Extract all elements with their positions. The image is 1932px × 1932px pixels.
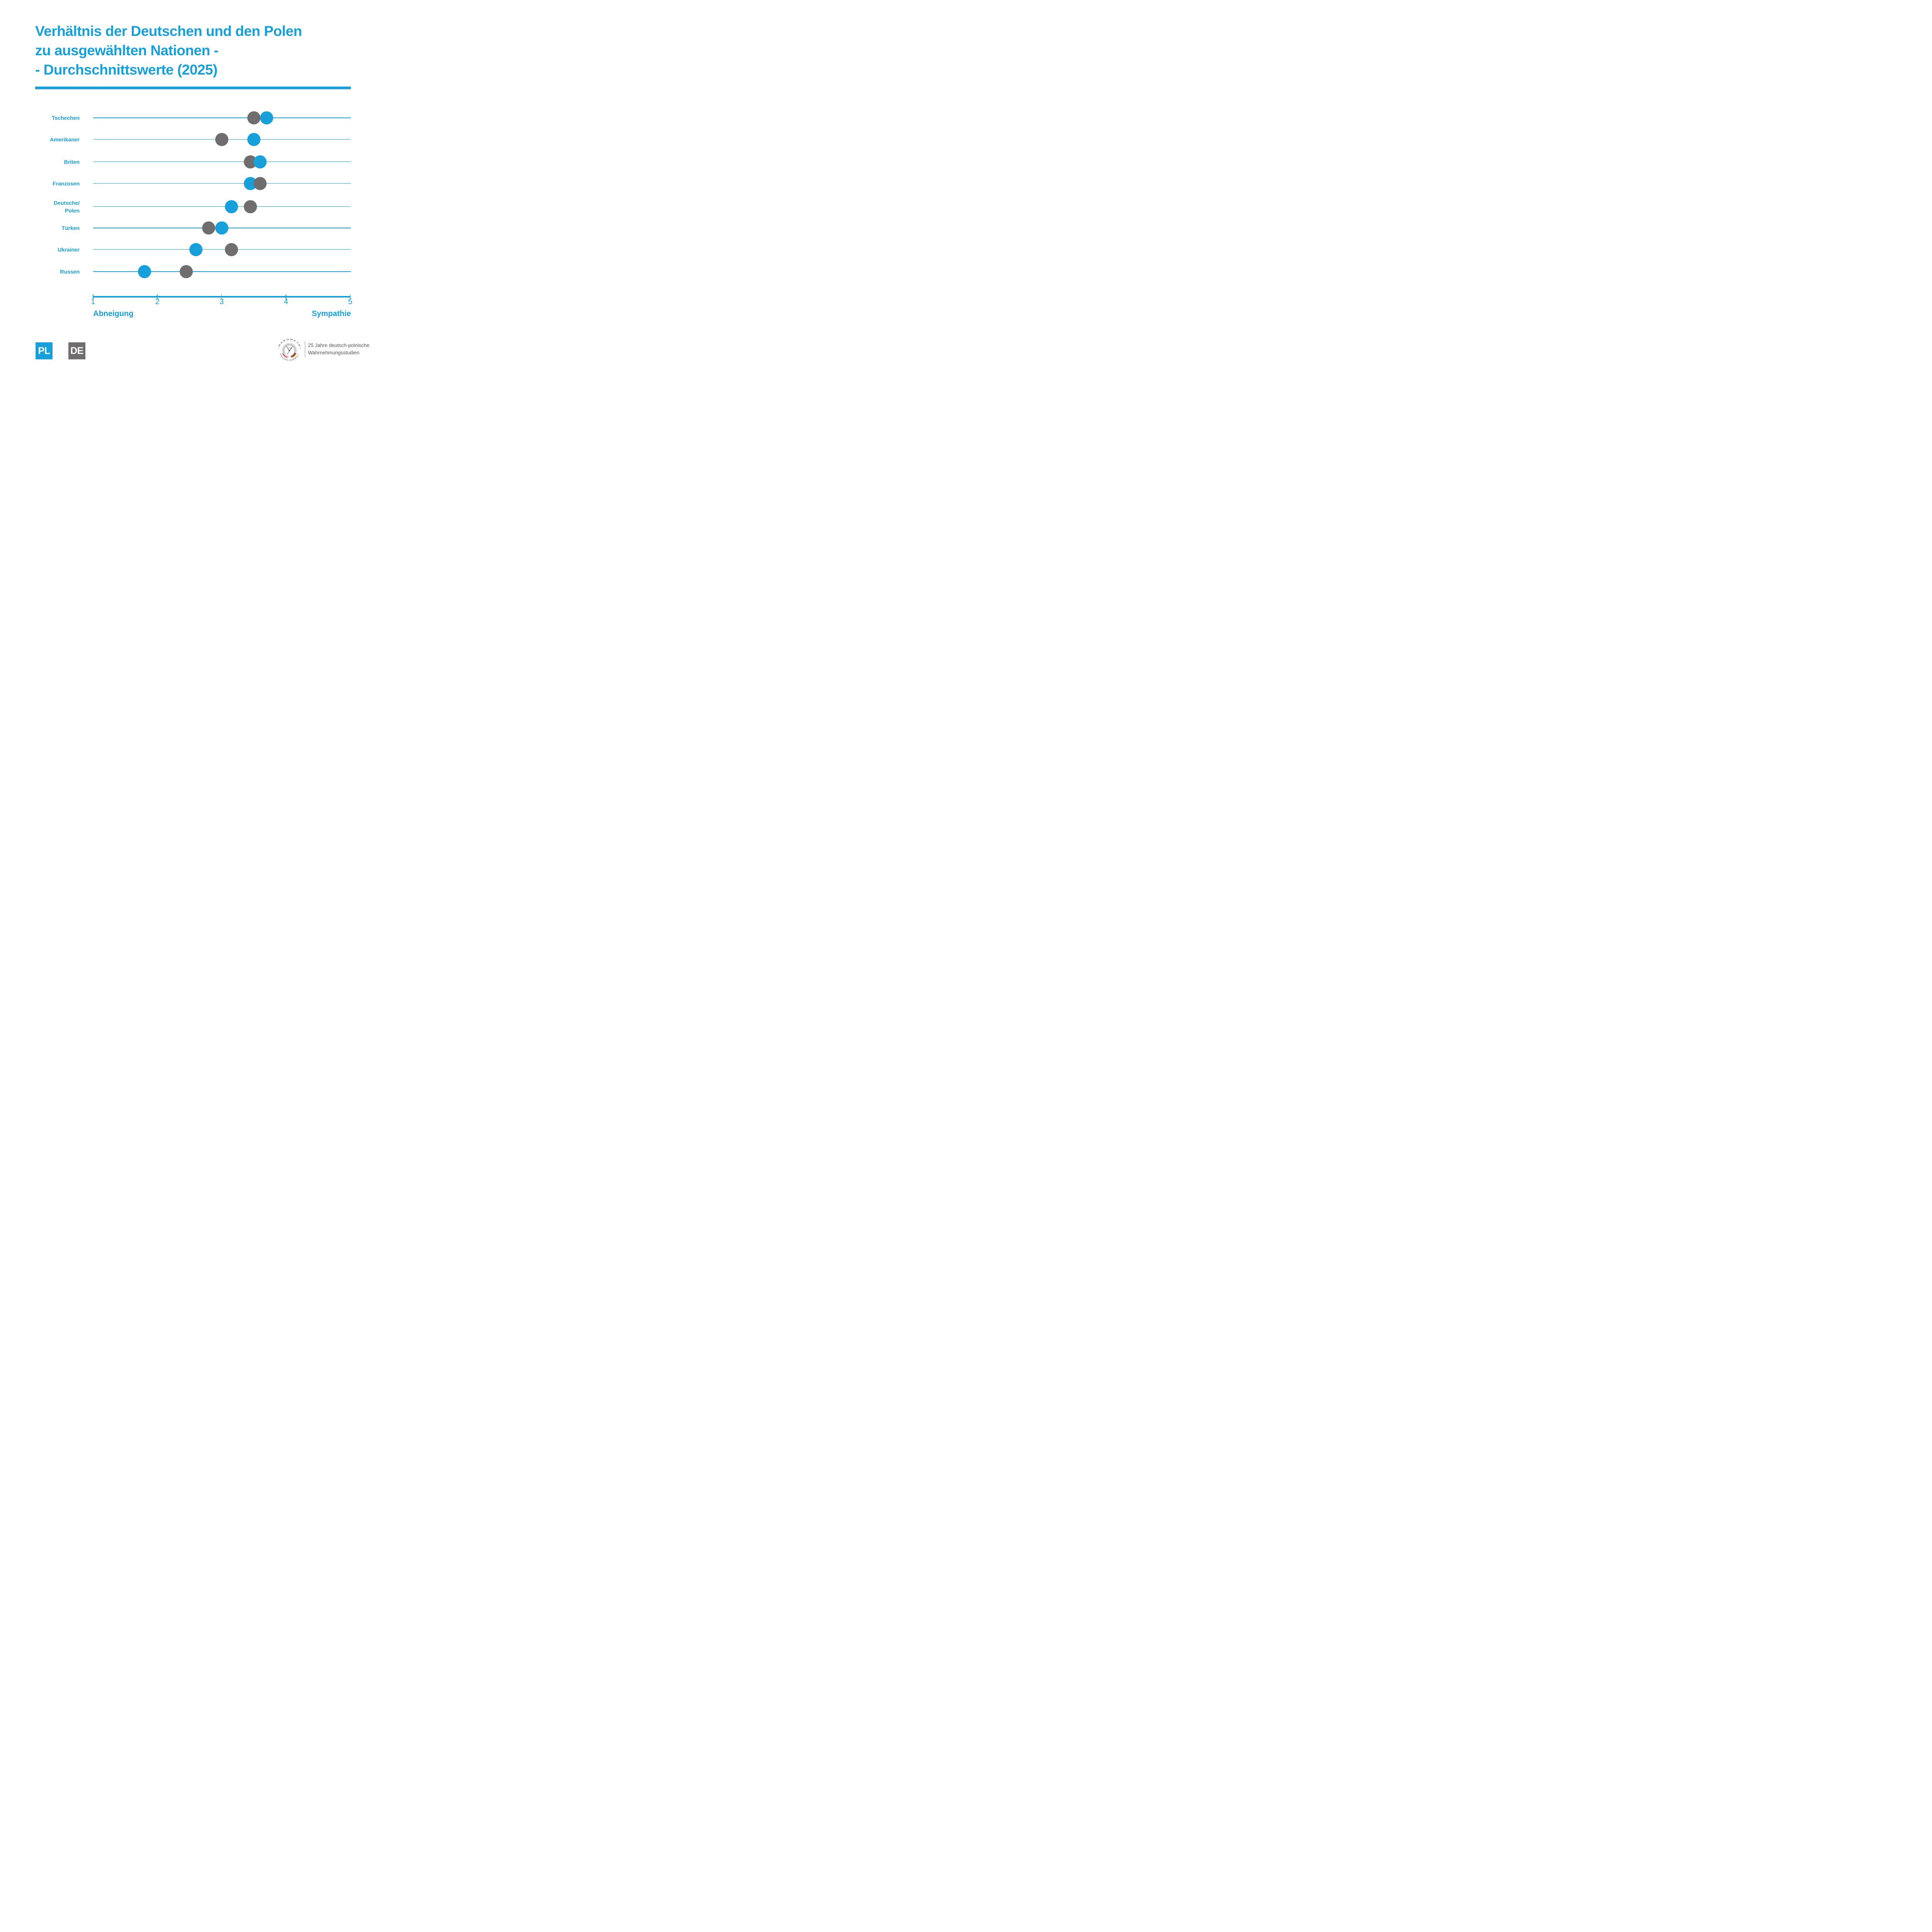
german-flag-gold-arc [291, 353, 297, 358]
axis-tick-3 [221, 294, 222, 299]
row-gridline [93, 206, 351, 207]
row-label-ukrainer: Ukrainer [58, 246, 80, 253]
row-gridline [93, 249, 351, 250]
german-flag-black-arc [291, 352, 296, 357]
row-label-türken: Türken [61, 225, 80, 231]
polish-flag-white-arc [283, 352, 288, 357]
credit-text: 25 Jahre deutsch-polnische Wahrnehmungss… [308, 342, 369, 355]
german-flag-red-arc [291, 353, 296, 357]
row-label-russen: Russen [60, 269, 80, 275]
dot-de-tschechen [247, 111, 260, 124]
polish-flag-red-arc [282, 353, 287, 358]
row-label-tschechen: Tschechen [51, 115, 80, 121]
dot-de-ukrainer [224, 243, 238, 256]
chart-area: Tschechen Amerikaner Briten Franzosen Deutsc… [0, 0, 386, 386]
dot-de-amerikaner [215, 133, 228, 146]
dot-de-russen [180, 265, 193, 278]
row-gridline [93, 117, 351, 118]
row-label-briten: Briten [64, 158, 80, 165]
axis-tick-2 [157, 294, 158, 299]
dot-pl-russen [138, 265, 151, 278]
axis-tick-5 [350, 294, 351, 299]
dot-pl-tschechen [260, 111, 274, 124]
legend-pl-label: PL [38, 345, 50, 356]
dot-de-franzosen [253, 177, 267, 190]
title-divider-bar [35, 87, 351, 89]
gauge-needle-right-spear [290, 347, 292, 350]
gauge-inner-arc [287, 347, 292, 348]
legend-de-label: DE [70, 345, 83, 356]
flag-gap-wedge [288, 355, 290, 359]
row-label-amerikaner: Amerikaner [49, 136, 80, 143]
dot-pl-briten [253, 155, 267, 168]
dot-pl-amerikaner [247, 133, 260, 146]
row-gridline [93, 271, 351, 272]
dot-pl-deutsche [224, 200, 238, 213]
gauge-hub [289, 350, 290, 351]
axis-tick-label-5: 5 [348, 298, 352, 306]
dot-pl-türken [215, 221, 228, 235]
barometer-logo: • B A R O M E T R • P O L S K A - N I E … [277, 338, 302, 363]
gauge-scale-arc [284, 345, 295, 354]
axis-label-abneigung: Abneigung [93, 310, 134, 318]
axis-tick-label-2: 2 [155, 298, 160, 306]
axis-tick-label-1: 1 [91, 298, 95, 306]
axis-label-sympathie: Sympathie [311, 310, 351, 318]
row-label-franzosen: Franzosen [52, 180, 80, 187]
infographic-canvas: Verhältnis der Deutschen und den Polen z… [0, 0, 386, 386]
axis-tick-label-3: 3 [219, 298, 224, 306]
dot-de-deutsche [244, 200, 257, 213]
row-label-deutsche: Deutsche/ Polen [54, 199, 80, 214]
barometer-gauge-icon: • B A R O M E T R • P O L S K A - N I E … [277, 338, 301, 362]
page-title: Verhältnis der Deutschen und den Polen z… [35, 23, 302, 78]
dot-pl-ukrainer [189, 243, 203, 256]
gauge-tail-diamond [287, 353, 289, 354]
legend-pl-badge: PL [36, 342, 53, 359]
legend-de-badge: DE [68, 342, 85, 359]
row-gridline [93, 183, 351, 184]
axis-tick-label-4: 4 [284, 298, 288, 306]
axis-tick-1 [93, 294, 94, 299]
dot-de-türken [202, 221, 216, 235]
